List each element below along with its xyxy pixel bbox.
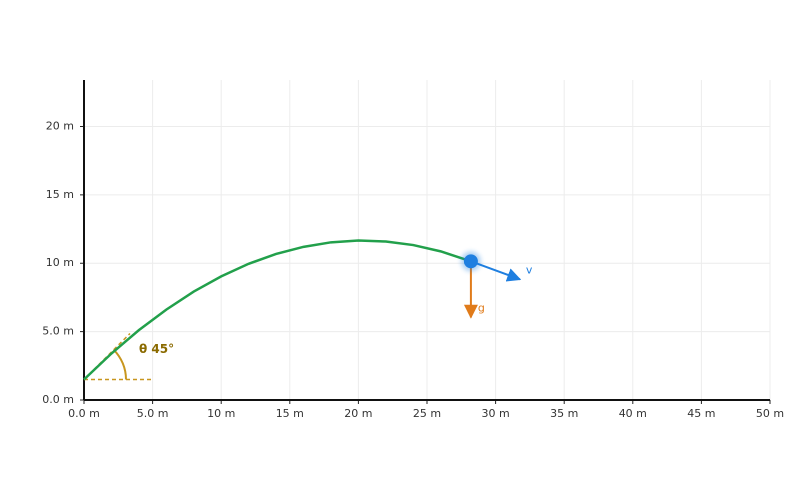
y-tick-label: 20 m <box>46 119 74 132</box>
x-tick-label: 10 m <box>207 407 235 420</box>
x-tick-label: 30 m <box>481 407 509 420</box>
x-tick-label: 45 m <box>687 407 715 420</box>
y-tick-label: 10 m <box>46 256 74 269</box>
angle-arc <box>112 349 127 380</box>
x-tick-label: 35 m <box>550 407 578 420</box>
velocity-label: v <box>526 263 533 276</box>
y-tick-label: 15 m <box>46 188 74 201</box>
gravity-label: g <box>478 301 485 314</box>
x-tick-label: 50 m <box>756 407 784 420</box>
x-tick-label: 40 m <box>619 407 647 420</box>
y-tick-label: 5.0 m <box>42 325 74 338</box>
ball <box>463 254 478 269</box>
x-tick-label: 20 m <box>344 407 372 420</box>
x-tick-label: 0.0 m <box>68 407 100 420</box>
trajectory <box>83 239 472 381</box>
angle-label: θ 45° <box>139 342 174 356</box>
x-tick-label: 25 m <box>413 407 441 420</box>
x-tick-label: 5.0 m <box>137 407 169 420</box>
y-tick-label: 0.0 m <box>42 393 74 406</box>
x-tick-label: 15 m <box>276 407 304 420</box>
